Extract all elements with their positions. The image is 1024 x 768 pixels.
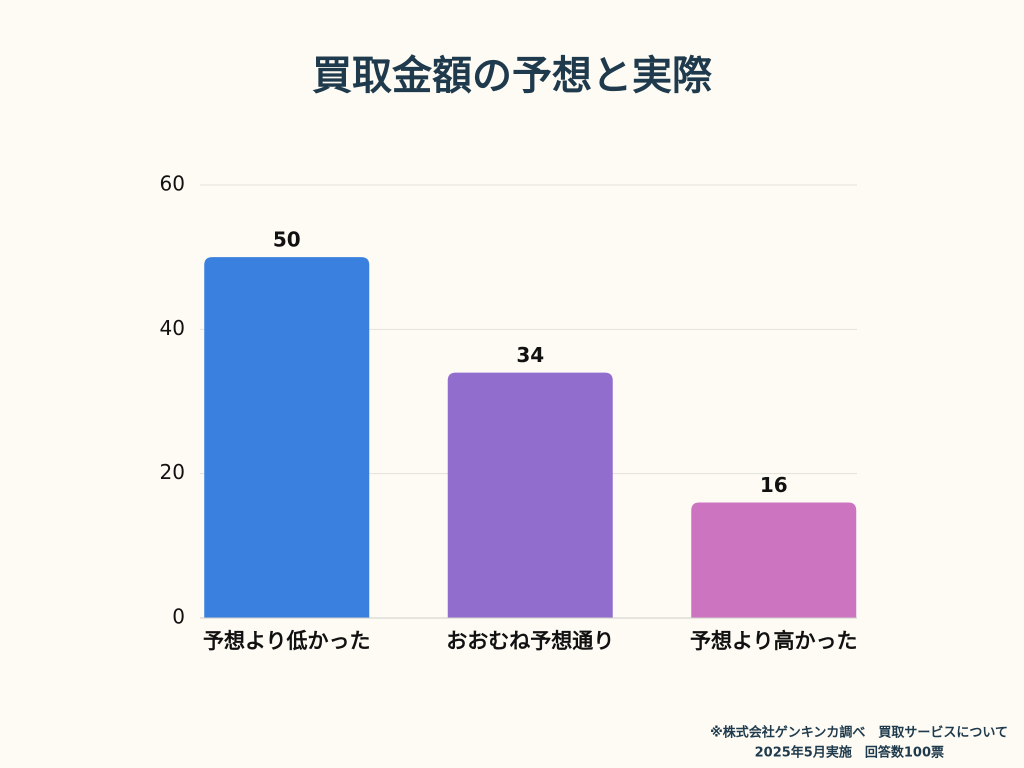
bar [204,257,370,618]
chart-title: 買取金額の予想と実際 [312,53,712,99]
y-tick-label: 60 [160,172,185,196]
value-label: 16 [760,473,788,497]
footnote: 2025年5月実施 回答数100票 [755,745,944,761]
x-tick-label: 予想より低かった [203,629,371,653]
x-tick-label: 予想より高かった [690,629,858,653]
value-label: 50 [273,228,301,252]
bar [447,372,613,618]
y-tick-label: 40 [160,316,185,340]
x-tick-label: おおむね予想通り [446,629,614,653]
y-tick-label: 0 [172,605,185,629]
footnote: ※株式会社ゲンキンカ調べ 買取サービスについて [710,725,1008,741]
y-tick-label: 20 [160,460,185,484]
value-label: 34 [516,343,544,367]
bar [691,502,857,618]
